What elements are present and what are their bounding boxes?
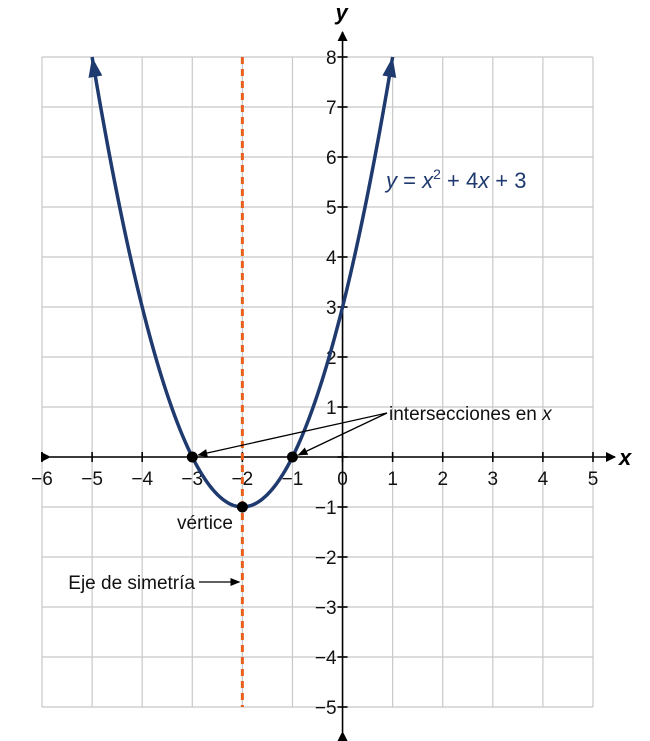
x-intercept-point (186, 451, 198, 463)
equation-x: x (421, 168, 434, 193)
curve-arrow-left (88, 57, 103, 78)
y-tick-label: −2 (315, 548, 337, 569)
symmetry-label: Eje de simetría (68, 573, 195, 594)
x-tick-label: −3 (181, 469, 203, 490)
y-tick-label: −4 (315, 648, 337, 669)
y-tick-label: 5 (326, 198, 337, 219)
equation-eq3: + 3 (489, 168, 526, 193)
key-points (186, 451, 298, 513)
y-tick-label: 4 (326, 248, 337, 269)
y-tick-label: −3 (315, 598, 337, 619)
y-tick-label: 1 (326, 398, 337, 419)
equation-label: y = x2 + 4x + 3 (384, 166, 527, 193)
equation-y: y (384, 168, 399, 193)
annotations: y = x2 + 4x + 3 intersecciones en x vért… (68, 166, 553, 594)
y-tick-label: 8 (326, 48, 337, 69)
x-tick-label: 0 (337, 469, 348, 490)
x-intercept-point (286, 451, 298, 463)
intercepts-var: x (541, 404, 553, 425)
axes: xy (41, 0, 632, 741)
y-tick-label: 2 (326, 348, 337, 369)
equation-eq2: + 4 (441, 168, 478, 193)
x-axis-label: x (618, 445, 632, 470)
y-tick-label: 7 (326, 98, 337, 119)
x-tick-label: 4 (538, 469, 549, 490)
x-tick-label: −5 (81, 469, 103, 490)
x-tick-label: 3 (488, 469, 499, 490)
x-tick-label: 1 (387, 469, 398, 490)
equation-exp: 2 (433, 166, 441, 182)
vertex-label: vértice (177, 513, 233, 534)
equation-eq1: = (397, 168, 422, 193)
y-tick-label: 6 (326, 148, 337, 169)
x-tick-label: 5 (588, 469, 599, 490)
intercept-arrow (297, 412, 388, 456)
y-tick-label: 3 (326, 298, 337, 319)
equation-x2: x (477, 168, 490, 193)
curve-arrow-right (382, 57, 397, 78)
y-tick-label: −5 (315, 698, 337, 719)
intercepts-text: intersecciones en (389, 404, 542, 425)
intercept-arrow (197, 412, 388, 457)
y-tick-label: −1 (315, 498, 337, 519)
x-tick-label: −4 (131, 469, 153, 490)
vertex-point (236, 501, 248, 513)
x-tick-label: 2 (437, 469, 448, 490)
intercepts-label: intersecciones en x (389, 404, 553, 425)
x-tick-label: −1 (282, 469, 304, 490)
y-axis-label: y (335, 0, 350, 25)
x-tick-label: −6 (31, 469, 53, 490)
